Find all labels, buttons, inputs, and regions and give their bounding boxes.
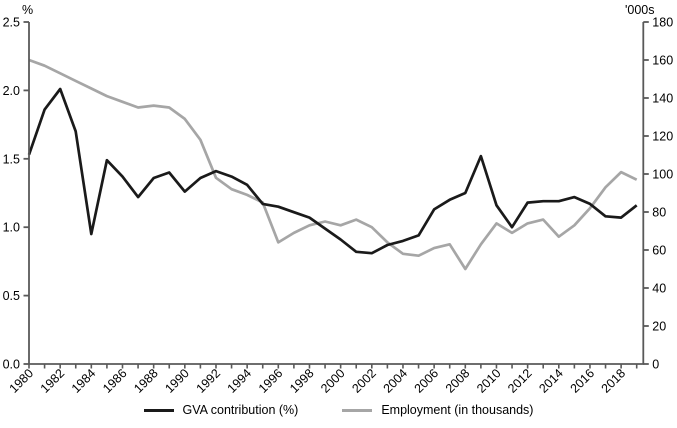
svg-text:160: 160 bbox=[652, 54, 673, 68]
gva-line-swatch bbox=[143, 408, 174, 412]
svg-text:2014: 2014 bbox=[536, 366, 566, 396]
svg-text:1996: 1996 bbox=[256, 366, 286, 396]
svg-text:2016: 2016 bbox=[568, 366, 598, 396]
legend-item-employment: Employment (in thousands) bbox=[342, 403, 533, 417]
svg-text:20: 20 bbox=[652, 320, 666, 334]
svg-text:2018: 2018 bbox=[599, 366, 629, 396]
gva-legend-label: GVA contribution (%) bbox=[182, 403, 299, 417]
employment-legend-label: Employment (in thousands) bbox=[381, 403, 534, 417]
employment-line-swatch bbox=[342, 408, 373, 412]
svg-text:2006: 2006 bbox=[412, 366, 442, 396]
svg-text:1.5: 1.5 bbox=[3, 152, 20, 166]
svg-text:120: 120 bbox=[652, 130, 673, 144]
legend-item-gva: GVA contribution (%) bbox=[143, 403, 299, 417]
svg-text:2002: 2002 bbox=[349, 366, 379, 396]
svg-text:140: 140 bbox=[652, 92, 673, 106]
svg-text:1988: 1988 bbox=[131, 366, 161, 396]
svg-text:2008: 2008 bbox=[443, 366, 473, 396]
svg-text:1992: 1992 bbox=[194, 366, 224, 396]
svg-text:2.5: 2.5 bbox=[3, 16, 20, 30]
svg-text:1986: 1986 bbox=[100, 366, 130, 396]
svg-text:1984: 1984 bbox=[69, 366, 99, 396]
svg-text:2010: 2010 bbox=[474, 366, 504, 396]
svg-text:40: 40 bbox=[652, 282, 666, 296]
svg-text:1990: 1990 bbox=[162, 366, 192, 396]
svg-text:80: 80 bbox=[652, 206, 666, 220]
svg-text:1.0: 1.0 bbox=[3, 221, 20, 235]
svg-text:2.0: 2.0 bbox=[3, 84, 20, 98]
svg-text:2004: 2004 bbox=[381, 366, 411, 396]
svg-text:1998: 1998 bbox=[287, 366, 317, 396]
svg-text:2000: 2000 bbox=[318, 366, 348, 396]
svg-text:0.5: 0.5 bbox=[3, 289, 20, 303]
svg-text:1994: 1994 bbox=[225, 366, 255, 396]
svg-text:1982: 1982 bbox=[38, 366, 68, 396]
svg-text:60: 60 bbox=[652, 244, 666, 258]
svg-text:0: 0 bbox=[652, 358, 659, 372]
svg-text:0.0: 0.0 bbox=[3, 358, 20, 372]
svg-text:2012: 2012 bbox=[505, 366, 535, 396]
svg-text:100: 100 bbox=[652, 168, 673, 182]
left-axis-title: % bbox=[22, 3, 34, 17]
chart-legend: GVA contribution (%) Employment (in thou… bbox=[0, 403, 677, 417]
right-axis-title: '000s bbox=[625, 3, 655, 17]
svg-text:180: 180 bbox=[652, 16, 673, 30]
